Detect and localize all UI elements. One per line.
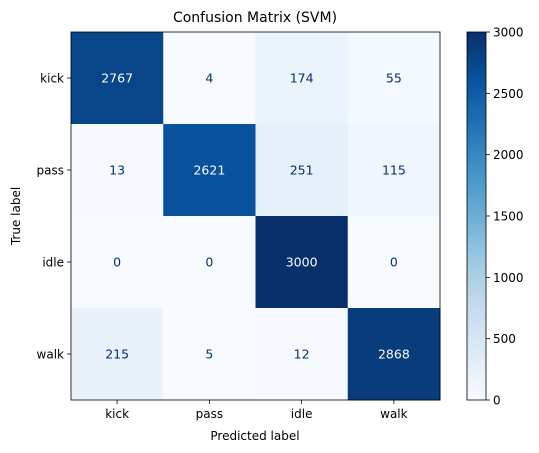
- colorbar-ticks: 0 500 1000 1500 2000 2500 3000: [486, 26, 524, 408]
- cell-value-label: 2868: [378, 347, 410, 362]
- heatmap-cell: [71, 32, 164, 125]
- colorbar-tick-label: 1500: [493, 210, 524, 224]
- cell-value-label: 12: [294, 347, 310, 362]
- x-axis-ticks: kick pass idle walk: [105, 400, 408, 421]
- cell-value-label: 0: [205, 255, 213, 270]
- colorbar: [466, 31, 487, 401]
- cell-value-label: 2621: [193, 163, 225, 178]
- heatmap-cells: 2767 4 174 55 13 2621 251 115 0 0 3000 0 215 5 12 2868: [71, 32, 441, 401]
- colorbar-tick-label: 1000: [493, 271, 524, 285]
- cell-value-label: 13: [109, 163, 125, 178]
- cell-value-label: 174: [290, 71, 314, 86]
- colorbar-tick-label: 500: [493, 332, 516, 346]
- heatmap-cell: [347, 308, 441, 401]
- y-tick-label: pass: [37, 164, 64, 178]
- cell-value-label: 5: [205, 347, 213, 362]
- colorbar-tick-label: 2000: [493, 148, 524, 162]
- x-axis-label: Predicted label: [210, 429, 299, 443]
- cell-value-label: 55: [386, 71, 402, 86]
- heatmap-cell: [255, 216, 349, 309]
- colorbar-tick-label: 2500: [493, 87, 524, 101]
- cell-value-label: 3000: [286, 255, 318, 270]
- plot-frame: [70, 31, 441, 401]
- chart-title: Confusion Matrix (SVM): [173, 10, 337, 26]
- y-tick-label: kick: [40, 72, 64, 86]
- cell-value-label: 2767: [101, 71, 133, 86]
- heatmap-cell: [347, 216, 441, 309]
- heatmap-cell: [71, 308, 164, 401]
- y-tick-label: walk: [37, 348, 65, 362]
- x-tick-label: kick: [105, 407, 129, 421]
- cell-value-label: 115: [382, 163, 406, 178]
- cell-value-label: 0: [390, 255, 398, 270]
- cell-value-label: 215: [105, 347, 129, 362]
- colorbar-tick-label: 3000: [493, 26, 524, 40]
- cell-value-label: 0: [113, 255, 121, 270]
- heatmap-cell: [255, 32, 349, 125]
- y-axis-ticks: kick pass idle walk: [37, 72, 71, 362]
- heatmap-cell: [347, 124, 441, 217]
- heatmap-cell: [255, 308, 349, 401]
- y-tick-label: idle: [42, 256, 64, 270]
- heatmap-cell: [163, 124, 256, 217]
- heatmap-cell: [255, 124, 349, 217]
- heatmap-cell: [163, 216, 256, 309]
- cell-value-label: 251: [290, 163, 314, 178]
- x-tick-label: walk: [380, 407, 408, 421]
- y-axis-label: True label: [9, 187, 23, 246]
- cell-value-label: 4: [205, 71, 213, 86]
- heatmap-cell: [163, 32, 256, 125]
- heatmap-cell: [163, 308, 256, 401]
- x-tick-label: idle: [291, 407, 313, 421]
- heatmap-cell: [347, 32, 441, 125]
- colorbar-tick-label: 0: [493, 394, 501, 408]
- x-tick-label: pass: [196, 407, 223, 421]
- heatmap-cell: [71, 216, 164, 309]
- heatmap-cell: [71, 124, 164, 217]
